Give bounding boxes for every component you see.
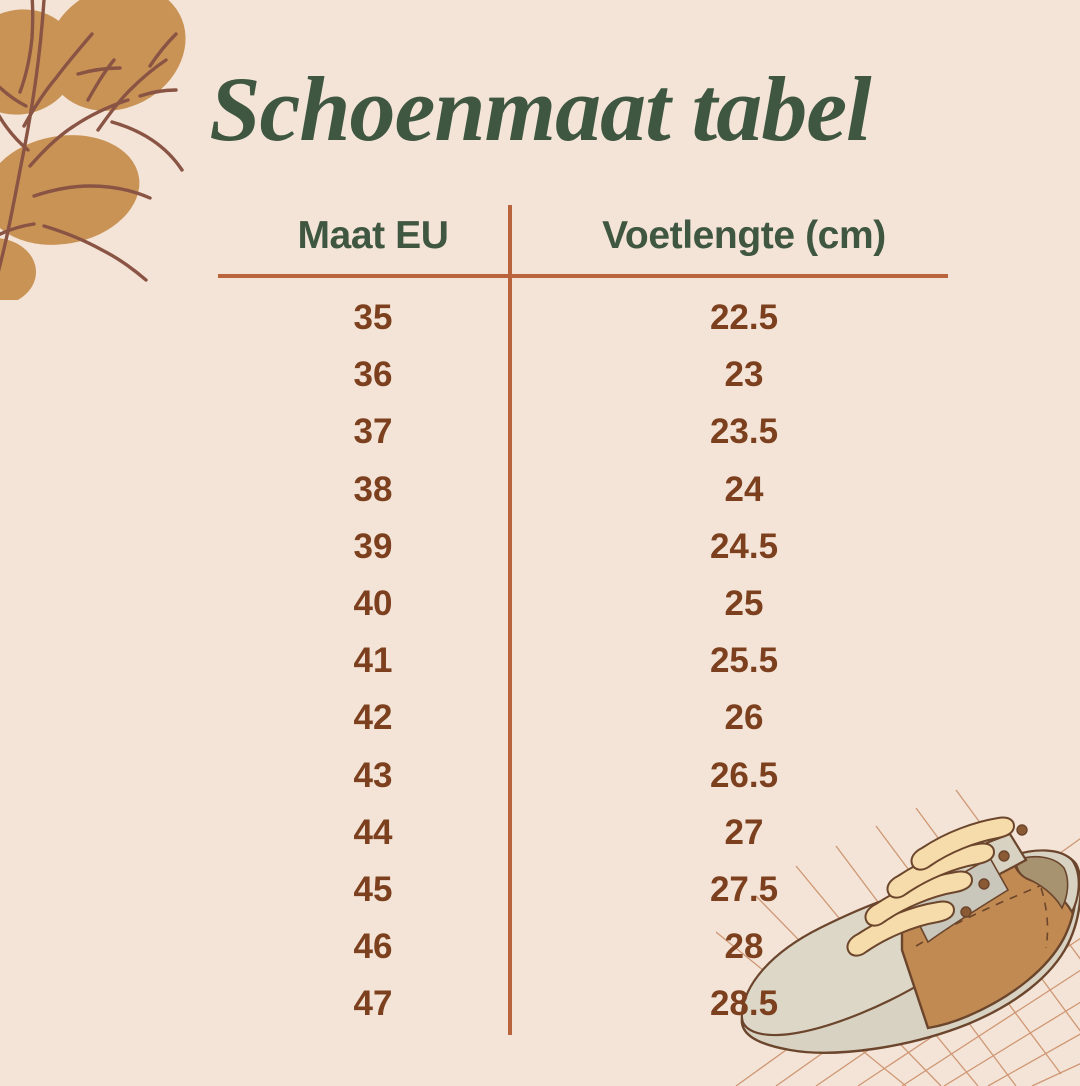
cell-size: 46	[353, 927, 393, 967]
cell-size: 40	[353, 584, 393, 623]
cell-size: 36	[353, 355, 393, 395]
cell-size: 43	[353, 755, 393, 795]
cell-length: 23	[724, 355, 764, 395]
cell-length: 28.5	[709, 984, 779, 1024]
cell-size: 45	[353, 870, 393, 909]
column-header-size: Maat EU	[297, 214, 449, 257]
column-divider	[508, 205, 512, 1035]
cell-length: 25.5	[709, 641, 779, 681]
cell-length: 26	[724, 698, 764, 738]
header-underline	[218, 274, 948, 278]
cell-length: 24	[724, 469, 764, 509]
page-title: Schoenmaat tabel	[0, 52, 1080, 172]
title-text: Schoenmaat tabel	[209, 58, 872, 160]
cell-length: 26.5	[709, 755, 779, 795]
cell-size: 42	[353, 698, 393, 738]
column-header-length: Voetlengte (cm)	[602, 214, 886, 257]
cell-size: 41	[353, 641, 393, 681]
cell-length: 24.5	[709, 526, 779, 566]
cell-size: 37	[353, 412, 393, 452]
cell-size: 38	[353, 469, 393, 509]
cell-size: 39	[353, 526, 393, 566]
cell-length: 22.5	[709, 298, 779, 337]
cell-size: 44	[353, 812, 393, 852]
cell-length: 27.5	[709, 870, 779, 909]
cell-length: 28	[724, 927, 764, 967]
title-script-lettering: Schoenmaat tabel	[209, 58, 873, 160]
cell-size: 47	[353, 984, 393, 1024]
cell-length: 23.5	[709, 412, 779, 452]
cell-length: 25	[724, 584, 764, 623]
cell-size: 35	[353, 298, 393, 337]
cell-length: 27	[724, 812, 764, 852]
